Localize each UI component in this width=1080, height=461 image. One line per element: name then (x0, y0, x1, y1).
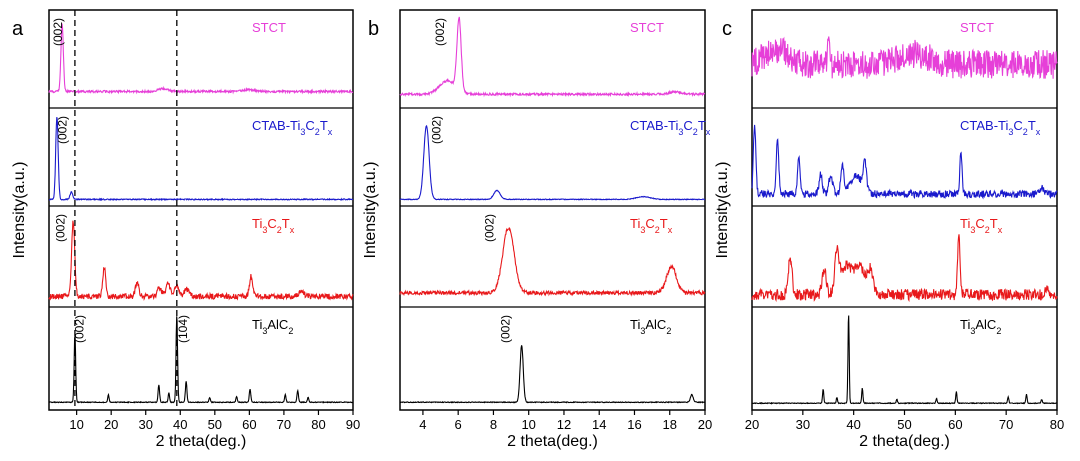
x-axis-label: 2 theta(deg.) (859, 433, 950, 450)
peak-annotation: (002) (482, 214, 496, 242)
series-trace-Ti3C2Tx (399, 227, 706, 297)
series-label: STCT (630, 20, 664, 35)
peak-annotation: (002) (51, 18, 65, 46)
x-tick-label: 18 (663, 417, 677, 432)
x-tick-label: 4 (419, 417, 426, 432)
series-label: Ti3AlC2 (252, 317, 293, 336)
series-trace-Ti3AlC2 (48, 316, 354, 404)
x-axis-label: 2 theta(deg.) (507, 433, 598, 450)
series-trace-CTAB-Ti3C2Tx (49, 116, 354, 202)
series-trace-CTAB-Ti3C2Tx (751, 124, 1058, 200)
x-tick-label: 6 (455, 417, 462, 432)
series-label: STCT (252, 20, 286, 35)
panel-b: STCT CTAB-Ti3C2Tx Ti3C2Tx Ti3AlC2 (002) (002)… (362, 9, 712, 450)
series-trace-Ti3AlC2 (751, 315, 1058, 405)
series-label: Ti3AlC2 (960, 317, 1001, 336)
x-tick-label: 12 (557, 417, 571, 432)
series-label: Ti3AlC2 (630, 317, 671, 336)
x-tick-label: 60 (948, 417, 962, 432)
x-tick-label: 20 (745, 417, 759, 432)
series-label: Ti3C2Tx (960, 216, 1003, 235)
series-trace-Ti3C2Tx (48, 220, 354, 301)
panel-letter: b (368, 18, 379, 40)
series-trace-Ti3AlC2 (400, 345, 706, 404)
peak-annotation: (002) (55, 116, 69, 144)
x-tick-label: 40 (846, 417, 860, 432)
x-tick-label: 16 (627, 417, 641, 432)
y-axis-label: Intensity(a.u.) (362, 162, 379, 259)
x-tick-label: 20 (104, 417, 118, 432)
panel-letter: c (722, 18, 732, 40)
plot-frame (48, 9, 354, 411)
peak-annotation: (002) (54, 214, 68, 242)
x-tick-label: 40 (173, 417, 187, 432)
peak-annotation: (104) (176, 315, 190, 343)
series-label: Ti3C2Tx (252, 216, 295, 235)
series-label: STCT (960, 20, 994, 35)
x-tick-label: 50 (897, 417, 911, 432)
peak-annotation: (002) (498, 315, 512, 343)
y-axis-label: Intensity(a.u.) (714, 162, 731, 259)
panel-c: STCT CTAB-Ti3C2Tx Ti3C2Tx Ti3AlC2 20 30 40 50 60… (714, 9, 1064, 450)
peak-annotation: (002) (73, 315, 87, 343)
x-tick-label: 8 (490, 417, 497, 432)
series-trace-STCT (399, 16, 706, 98)
series-label: Ti3C2Tx (630, 216, 673, 235)
x-tick-label: 30 (796, 417, 810, 432)
panel-a: STCT CTAB-Ti3C2Tx Ti3C2Tx Ti3AlC2 (002) (002)… (11, 9, 360, 450)
series-label: CTAB-Ti3C2Tx (630, 118, 711, 137)
x-tick-label: 14 (592, 417, 606, 432)
x-tick-label: 30 (138, 417, 152, 432)
x-tick-label: 90 (346, 417, 360, 432)
series-trace-CTAB-Ti3C2Tx (399, 124, 706, 201)
x-tick-label: 70 (277, 417, 291, 432)
x-tick-label: 10 (69, 417, 83, 432)
x-tick-label: 50 (208, 417, 222, 432)
series-label: CTAB-Ti3C2Tx (960, 118, 1041, 137)
panel-letter: a (12, 18, 24, 40)
y-axis-label: Intensity(a.u.) (11, 162, 28, 259)
plot-frame (399, 9, 706, 411)
peak-annotation: (002) (430, 116, 444, 144)
peak-annotation: (002) (433, 18, 447, 46)
x-tick-label: 60 (242, 417, 256, 432)
x-tick-label: 80 (311, 417, 325, 432)
series-trace-STCT (48, 23, 354, 95)
series-trace-Ti3C2Tx (751, 234, 1058, 303)
x-tick-label: 70 (999, 417, 1013, 432)
x-tick-label: 80 (1050, 417, 1064, 432)
series-trace-STCT (751, 36, 1058, 79)
series-label: CTAB-Ti3C2Tx (252, 118, 333, 137)
x-axis-label: 2 theta(deg.) (156, 433, 247, 450)
x-tick-label: 20 (698, 417, 712, 432)
x-tick-label: 10 (521, 417, 535, 432)
